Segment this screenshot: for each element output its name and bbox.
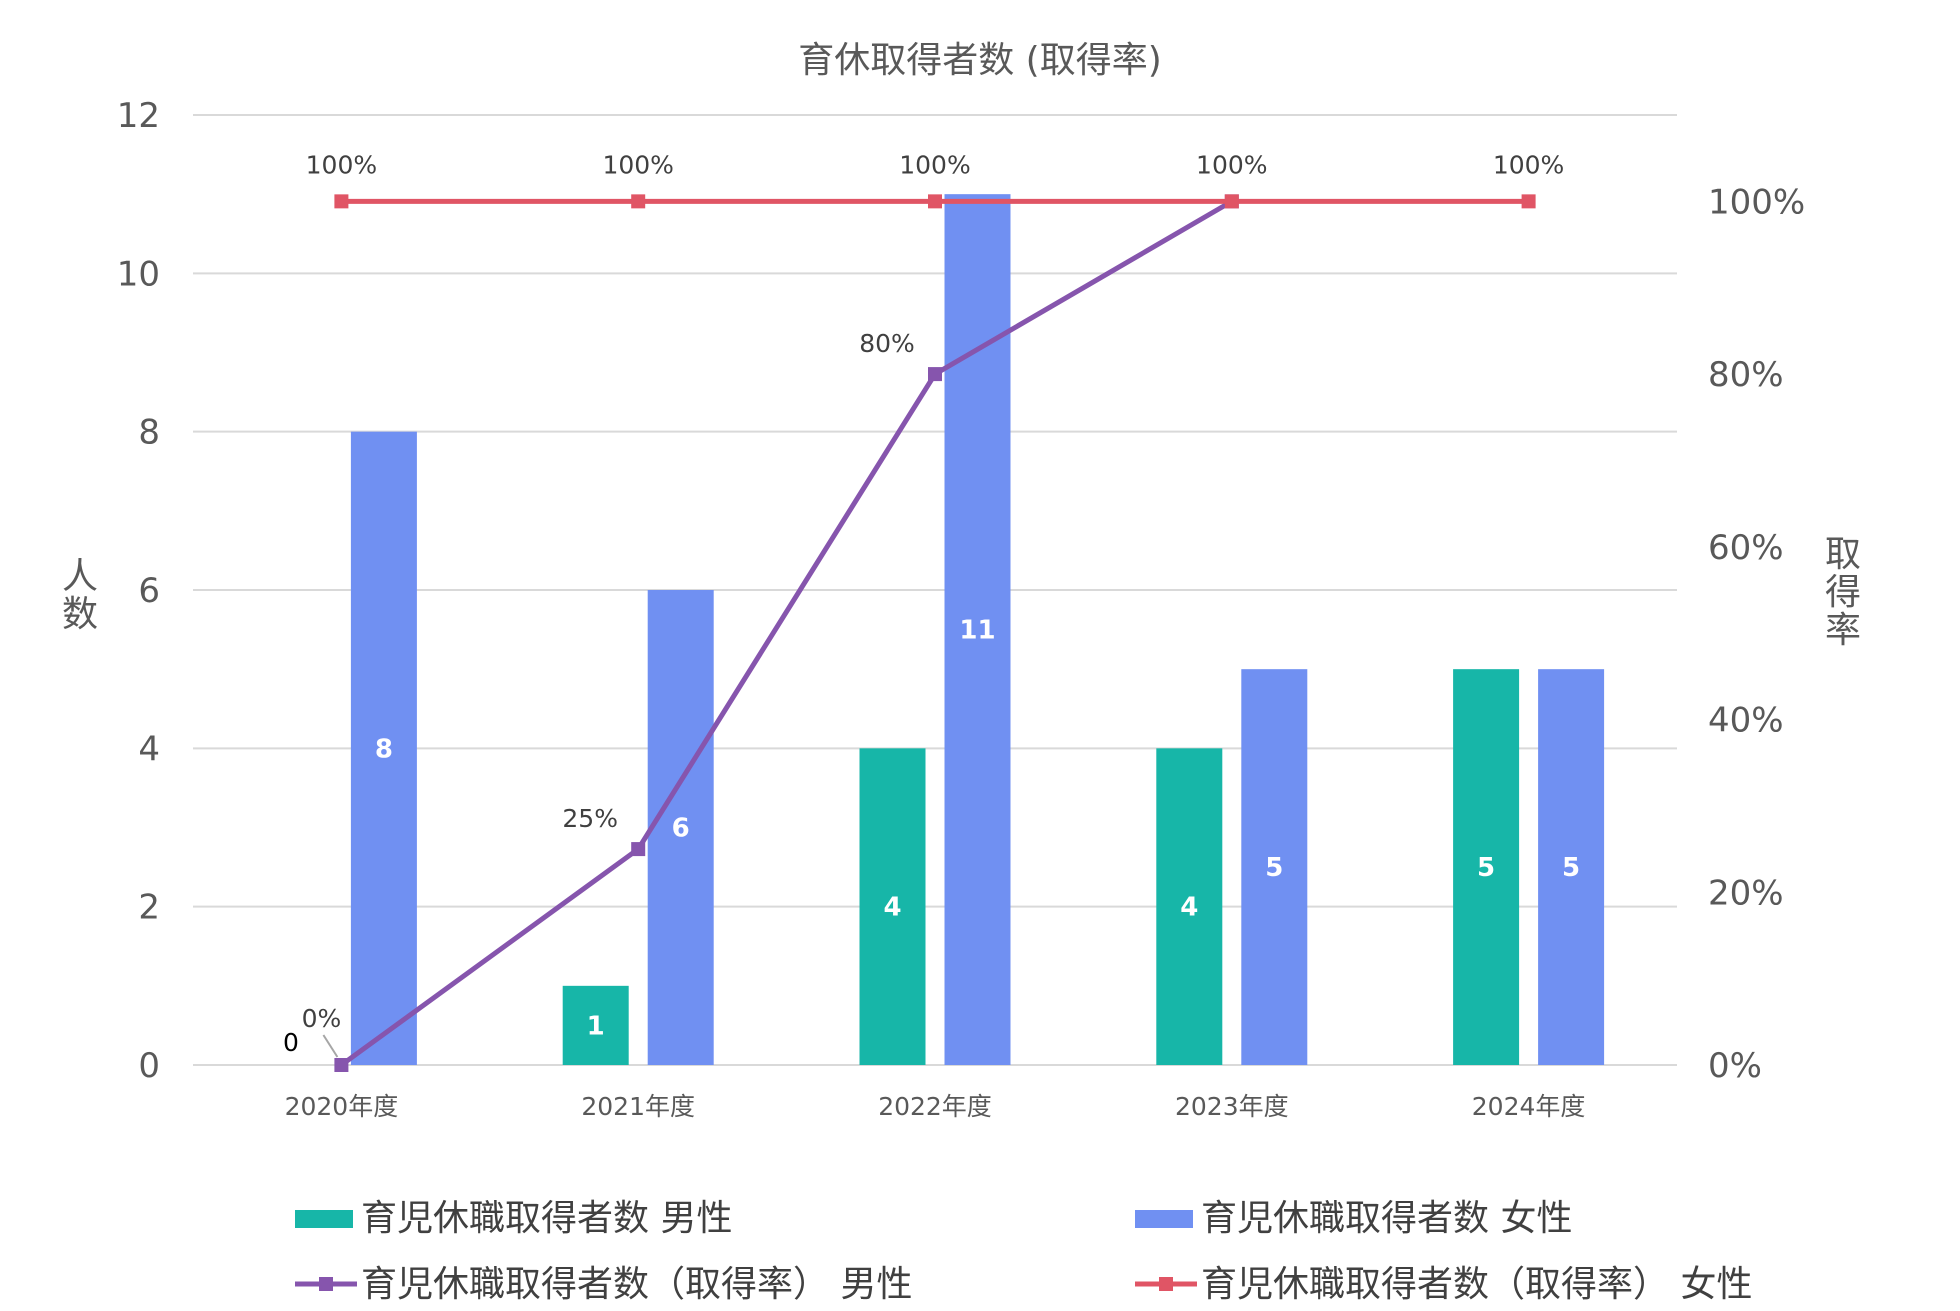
left-tick-label: 4 — [138, 729, 160, 769]
right-tick-label: 100% — [1708, 182, 1805, 222]
bar-data-label: 4 — [1180, 893, 1198, 923]
bar — [562, 985, 629, 1065]
left-tick-label: 10 — [117, 254, 160, 294]
bar-data-label: 11 — [959, 616, 995, 646]
line-data-label: 100% — [602, 150, 673, 179]
line-data-label: 80% — [859, 329, 915, 358]
line-data-label: 100% — [1196, 150, 1267, 179]
left-tick-label: 0 — [138, 1046, 160, 1086]
line-point — [928, 194, 942, 209]
line-point — [334, 1058, 349, 1072]
line-point — [631, 194, 646, 209]
leader-line — [322, 1034, 339, 1058]
line-point — [334, 194, 349, 209]
left-tick-label: 2 — [138, 888, 160, 928]
left-axis-label: 人 数 — [62, 556, 98, 635]
bar — [1538, 669, 1605, 1065]
series-line — [339, 199, 1234, 1068]
bar-data-label: 0 — [283, 1028, 299, 1057]
right-tick-label: 40% — [1708, 701, 1784, 741]
bar-data-label: 5 — [1265, 853, 1283, 883]
line-data-label: 0% — [302, 1004, 342, 1033]
bar-data-label: 6 — [672, 814, 690, 844]
legend-swatch — [295, 1210, 353, 1228]
left-tick-label: 8 — [138, 413, 160, 453]
bar — [647, 590, 714, 1065]
bar — [1453, 669, 1520, 1065]
right-tick-label: 60% — [1708, 528, 1784, 568]
right-axis-label-char: 取 — [1825, 534, 1861, 575]
bar — [1156, 748, 1223, 1065]
bar-data-label: 1 — [587, 1011, 605, 1041]
chart-title: 育休取得者数 (取得率) — [798, 40, 1162, 81]
bar-data-label: 5 — [1477, 853, 1495, 883]
line-data-label: 100% — [306, 150, 377, 179]
right-axis-ticks: 0% 20% 40% 60% 80% 100% — [1708, 182, 1805, 1086]
right-axis-label-char: 率 — [1825, 610, 1861, 651]
left-axis-label-char: 人 — [62, 556, 98, 597]
right-axis-label-char: 得 — [1825, 572, 1861, 613]
legend-label: 育児休職取得者数 男性 — [361, 1198, 732, 1239]
right-tick-label: 80% — [1708, 355, 1784, 395]
legend-label: 育児休職取得者数（取得率） 男性 — [361, 1264, 912, 1305]
x-tick-label: 2023年度 — [1175, 1092, 1289, 1121]
legend-label: 育児休職取得者数 女性 — [1201, 1198, 1572, 1239]
line-point — [631, 842, 646, 857]
bar-data-label: 8 — [375, 734, 393, 764]
legend-swatch — [1135, 1210, 1193, 1228]
line-series: 0% 25% 80% 100% 100% 100% 100% 100% — [302, 150, 1564, 1072]
line-point — [1224, 194, 1239, 209]
line-point — [1521, 194, 1536, 209]
left-tick-label: 12 — [117, 96, 160, 136]
bar-data-label: 5 — [1562, 853, 1580, 883]
right-axis-label: 取 得 率 — [1825, 534, 1861, 651]
bar — [350, 431, 417, 1066]
bar — [859, 748, 926, 1065]
x-axis-ticks: 2020年度 2021年度 2022年度 2023年度 2024年度 — [285, 1092, 1586, 1121]
line-point — [928, 367, 942, 382]
x-tick-label: 2024年度 — [1472, 1092, 1586, 1121]
bar — [1241, 669, 1308, 1065]
left-axis-ticks: 0 2 4 6 8 10 12 — [117, 96, 160, 1086]
right-tick-label: 0% — [1708, 1046, 1762, 1086]
left-axis-label-char: 数 — [62, 594, 98, 635]
legend-marker — [319, 1277, 333, 1291]
x-tick-label: 2022年度 — [878, 1092, 992, 1121]
left-tick-label: 6 — [138, 571, 160, 611]
legend-label: 育児休職取得者数（取得率） 女性 — [1201, 1264, 1752, 1305]
gridlines — [193, 114, 1677, 1066]
bar-data-label: 4 — [883, 893, 901, 923]
line-data-label: 100% — [1493, 150, 1564, 179]
x-tick-label: 2020年度 — [285, 1092, 399, 1121]
line-data-label: 25% — [562, 804, 618, 833]
line-data-label: 100% — [899, 150, 970, 179]
x-tick-label: 2021年度 — [581, 1092, 695, 1121]
right-tick-label: 20% — [1708, 873, 1784, 913]
legend-marker — [1159, 1277, 1173, 1291]
